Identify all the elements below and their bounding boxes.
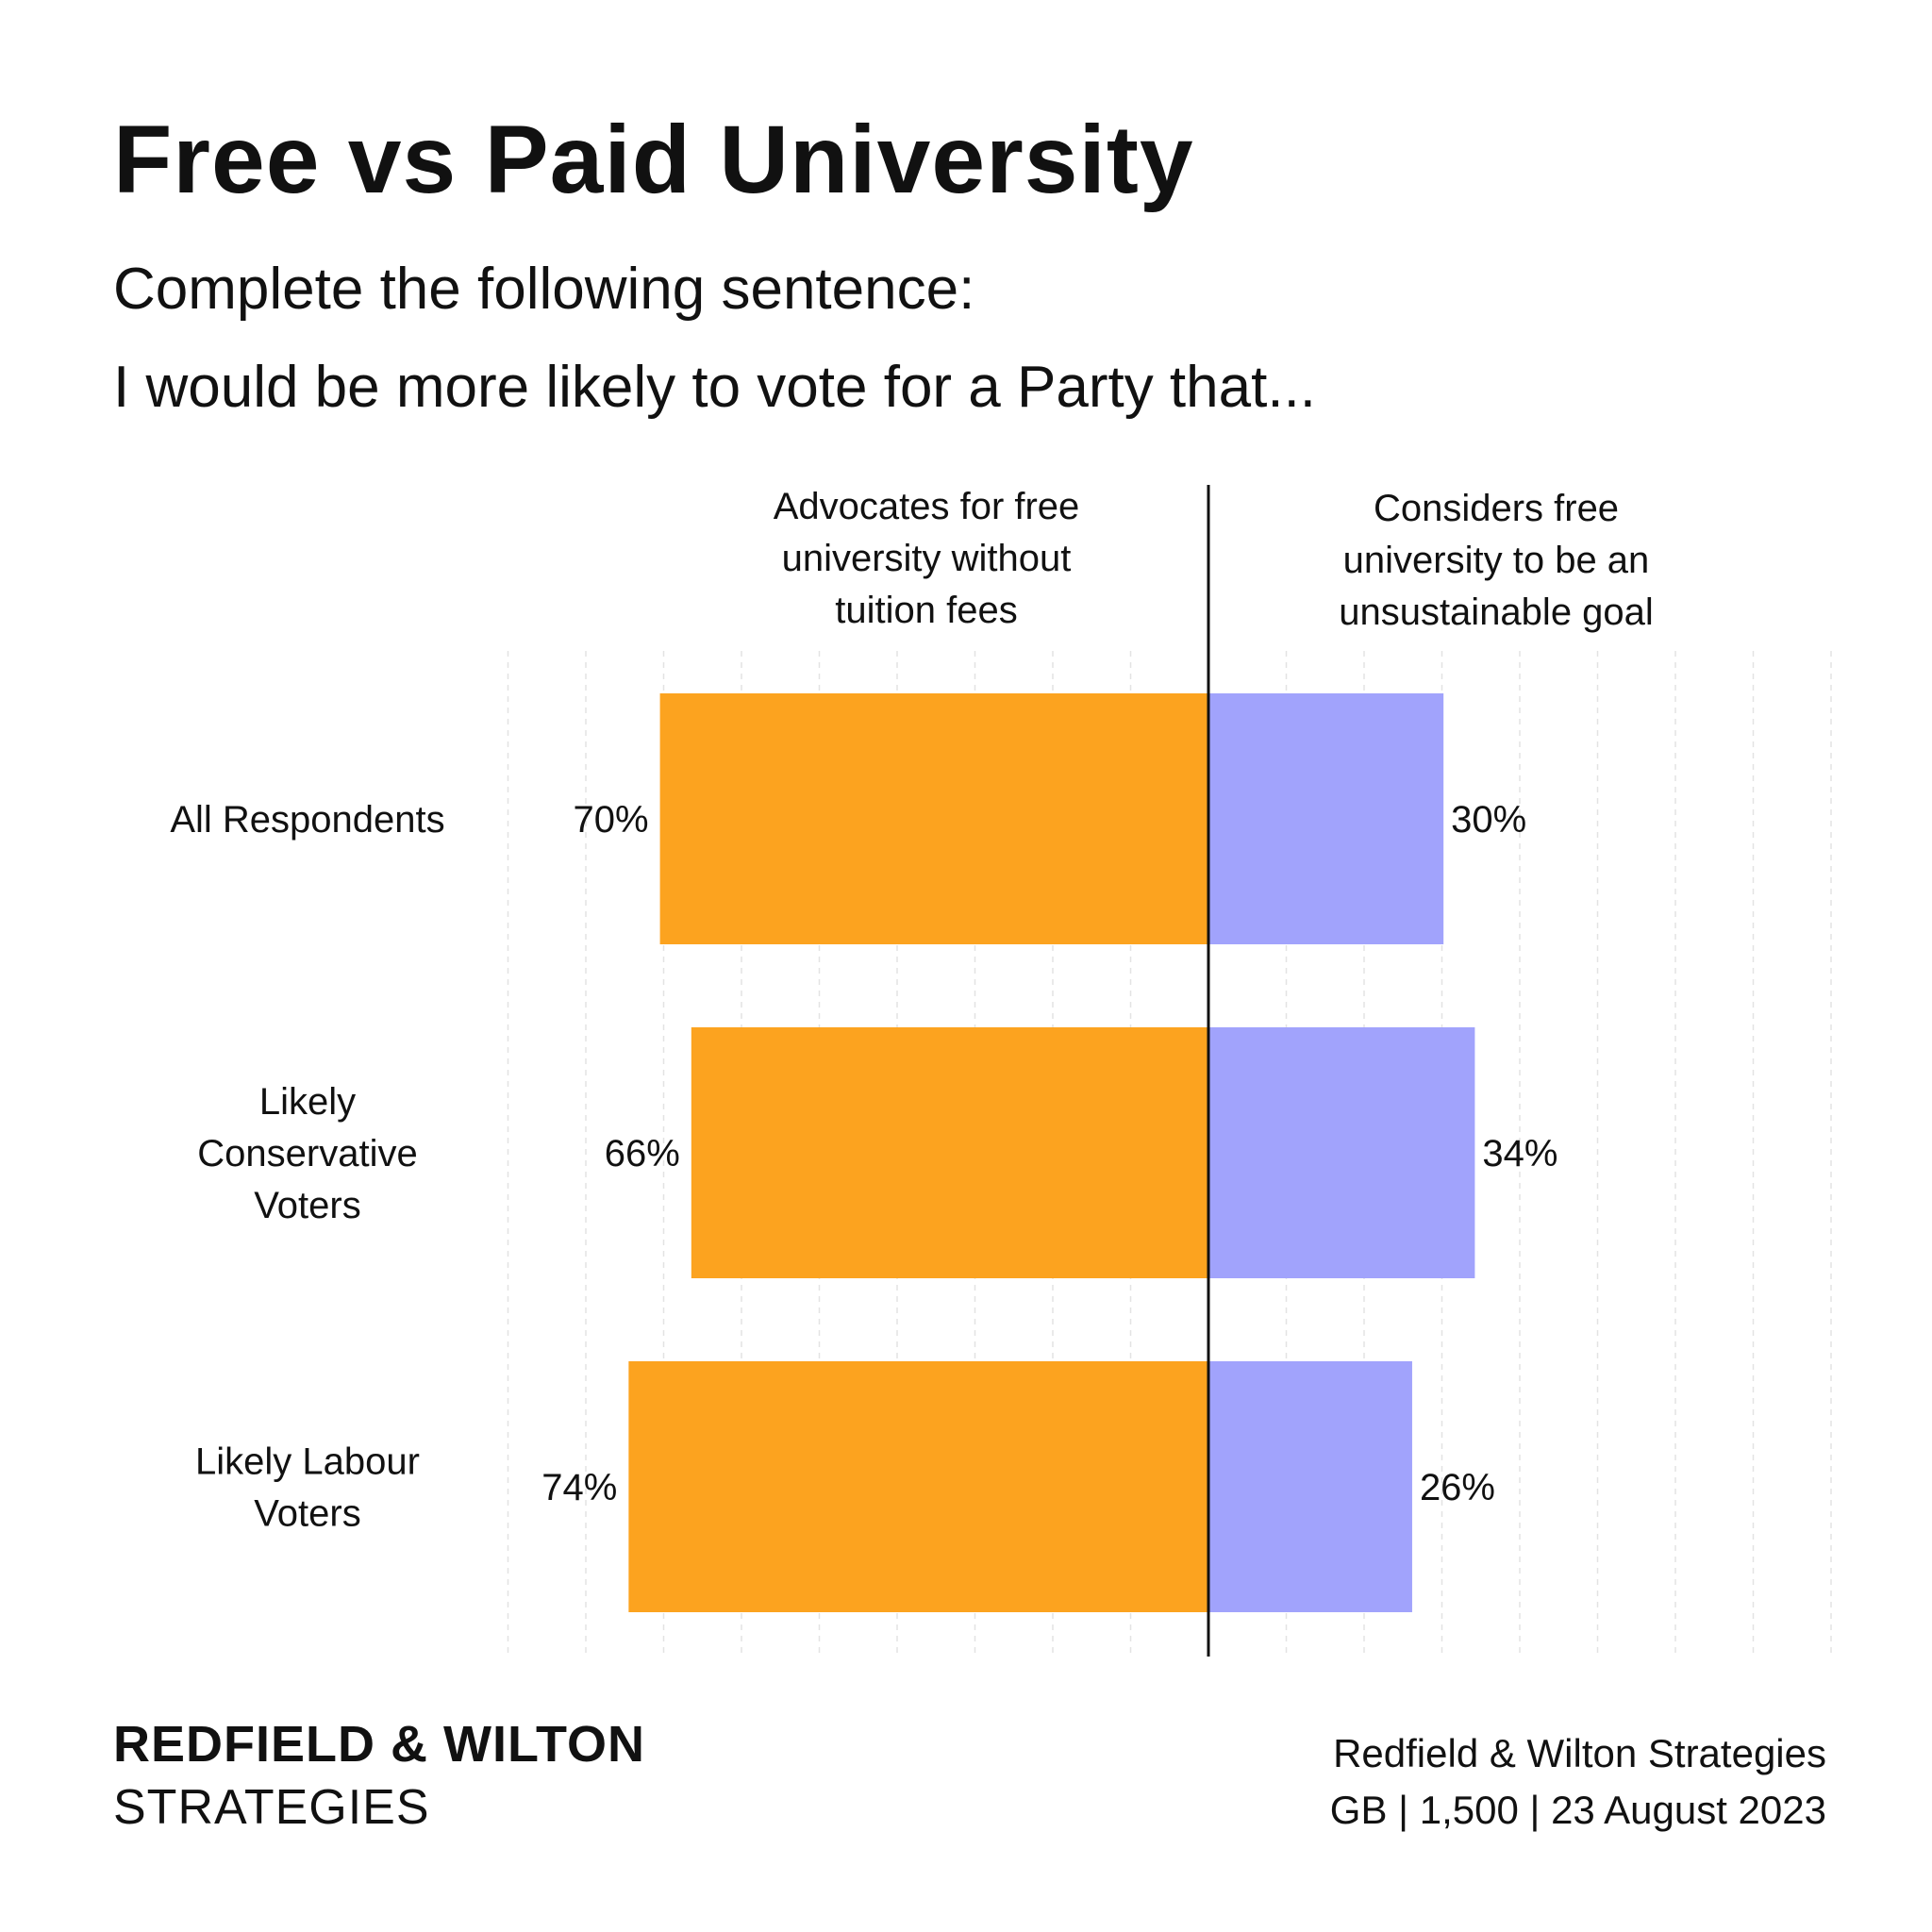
brand-name-secondary: STRATEGIES xyxy=(113,1780,430,1835)
data-label: 26% xyxy=(1420,1467,1495,1508)
data-label: 74% xyxy=(541,1467,617,1508)
brand-name: REDFIELD & WILTON xyxy=(113,1716,645,1773)
data-label: 30% xyxy=(1451,799,1526,841)
bar-free-university xyxy=(691,1027,1208,1278)
category-label: Likely Conservative Voters xyxy=(197,1081,417,1226)
bar-unsustainable-goal xyxy=(1208,1361,1412,1612)
category-label: Likely Labour Voters xyxy=(195,1441,420,1535)
bar-free-university xyxy=(659,693,1208,944)
data-label: 70% xyxy=(574,799,649,841)
category-label: All Respondents xyxy=(170,799,444,841)
source-note: Redfield & Wilton Strategies GB | 1,500 … xyxy=(1330,1734,1826,1830)
page-subtitle-question: I would be more likely to vote for a Par… xyxy=(113,355,1317,420)
page-subtitle: Complete the following sentence: xyxy=(113,257,975,322)
series-header: Advocates for free university without tuit… xyxy=(774,486,1080,631)
bar-unsustainable-goal xyxy=(1208,693,1444,944)
data-label: 66% xyxy=(605,1133,680,1174)
bar-unsustainable-goal xyxy=(1208,1027,1475,1278)
series-header: Considers free university to be an unsusta… xyxy=(1339,488,1654,633)
brand-logo: REDFIELD & WILTON STRATEGIES xyxy=(113,1719,645,1832)
source-organisation: Redfield & Wilton Strategies xyxy=(1333,1731,1826,1775)
data-label: 34% xyxy=(1482,1133,1557,1174)
source-sample-info: GB | 1,500 | 23 August 2023 xyxy=(1329,1788,1826,1832)
page-title: Free vs Paid University xyxy=(113,106,1194,213)
bar-free-university xyxy=(628,1361,1208,1612)
